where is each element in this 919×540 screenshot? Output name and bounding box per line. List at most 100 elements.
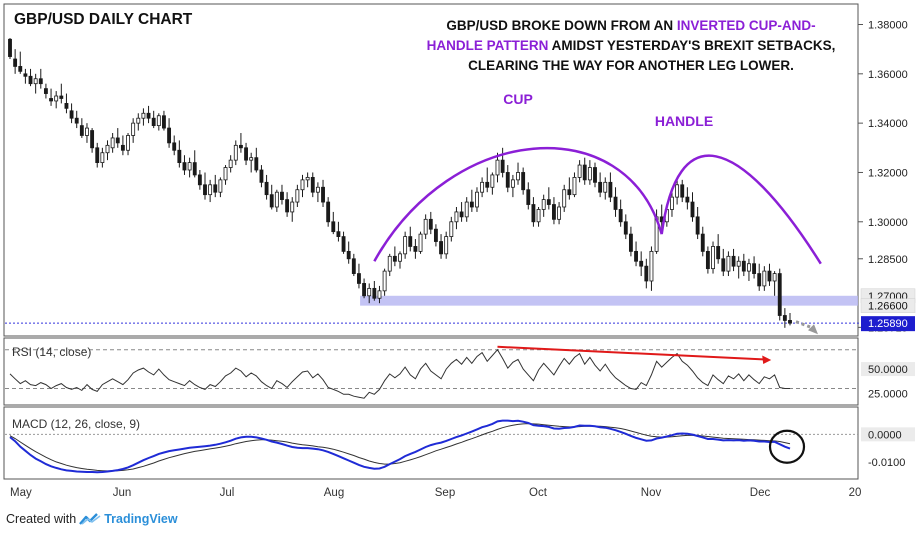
chart-title: GBP/USD DAILY CHART bbox=[14, 11, 193, 28]
candle-up bbox=[300, 179, 305, 191]
candle-down bbox=[192, 162, 197, 176]
candle-up bbox=[418, 233, 423, 252]
candle-up bbox=[747, 263, 751, 272]
candle-down bbox=[531, 204, 536, 223]
annotation-line-1b: INVERTED CUP-AND- bbox=[677, 18, 816, 33]
candle-down bbox=[372, 287, 377, 299]
candle-down bbox=[526, 189, 531, 205]
candle-up bbox=[562, 189, 567, 208]
candle-up bbox=[315, 186, 320, 193]
candle-down bbox=[177, 149, 182, 164]
candle-down bbox=[700, 233, 705, 252]
rsi-label: RSI (14, close) bbox=[12, 345, 91, 359]
projection-arrow-head bbox=[808, 324, 818, 335]
candle-down bbox=[151, 117, 156, 127]
candle-up bbox=[367, 287, 372, 297]
candle-down bbox=[782, 315, 787, 321]
candle-down bbox=[439, 241, 443, 255]
candle-up bbox=[387, 255, 392, 272]
candle-up bbox=[510, 179, 515, 188]
candle-down bbox=[13, 58, 18, 67]
candle-down bbox=[757, 273, 762, 287]
time-axis-tick: Jul bbox=[220, 487, 235, 499]
candle-down bbox=[357, 273, 361, 284]
tradingview-logo-icon[interactable] bbox=[79, 512, 101, 526]
rsi-levels bbox=[5, 349, 858, 389]
candle-down bbox=[500, 159, 505, 173]
candle-down bbox=[413, 246, 418, 252]
macd-highlight-circle bbox=[768, 429, 806, 464]
candle-down bbox=[18, 66, 23, 72]
candle-up bbox=[126, 135, 130, 151]
candle-down bbox=[408, 236, 413, 247]
created-with-text: Created with bbox=[6, 512, 77, 526]
candle-up bbox=[536, 209, 541, 223]
candle-down bbox=[618, 209, 623, 223]
candle-up bbox=[305, 176, 310, 181]
candle-down bbox=[28, 75, 33, 85]
candle-up bbox=[249, 157, 254, 161]
candle-up bbox=[33, 78, 38, 85]
candle-up bbox=[541, 199, 546, 210]
time-axis-tick: Nov bbox=[641, 487, 662, 499]
candle-up bbox=[675, 184, 680, 198]
candle-up bbox=[516, 172, 520, 181]
price-axis-tick: 1.36000 bbox=[868, 69, 908, 81]
candle-down bbox=[120, 144, 125, 151]
price-highlight-label: 1.26600 bbox=[868, 301, 908, 313]
candle-down bbox=[392, 255, 397, 262]
price-axis-tick: 1.38000 bbox=[868, 19, 908, 31]
cup-arc bbox=[373, 146, 663, 262]
candle-down bbox=[23, 73, 28, 77]
price-highlight-box bbox=[860, 298, 916, 313]
candle-down bbox=[639, 260, 644, 267]
candle-down bbox=[505, 172, 510, 188]
projection-arrow-shaft bbox=[795, 320, 812, 329]
macd-tick: -0.0100 bbox=[868, 457, 905, 469]
candle-up bbox=[711, 246, 715, 270]
candle-down bbox=[331, 221, 336, 233]
candle-up bbox=[480, 181, 485, 193]
candle-down bbox=[64, 103, 69, 109]
price-axis-tick: 1.28500 bbox=[868, 254, 908, 266]
candle-up bbox=[187, 162, 192, 171]
candle-down bbox=[695, 216, 700, 235]
candle-up bbox=[274, 191, 279, 208]
footer: Created with TradingView bbox=[6, 512, 178, 526]
candle-up bbox=[475, 191, 479, 208]
time-axis-tick: Oct bbox=[529, 487, 548, 499]
candle-down bbox=[59, 95, 64, 99]
tradingview-link[interactable]: TradingView bbox=[104, 512, 178, 526]
time-axis-tick: Dec bbox=[750, 487, 771, 499]
candle-down bbox=[74, 117, 79, 124]
candle-down bbox=[146, 112, 151, 119]
time-axis-tick: Sep bbox=[435, 487, 455, 499]
candle-up bbox=[218, 179, 223, 193]
candle-down bbox=[95, 147, 100, 164]
time-axis-tick: Jun bbox=[113, 487, 132, 499]
candle-up bbox=[444, 236, 449, 255]
candle-down bbox=[264, 181, 269, 196]
candle-down bbox=[259, 169, 264, 183]
candle-up bbox=[110, 137, 115, 149]
candle-up bbox=[233, 144, 238, 161]
candle-up bbox=[136, 117, 141, 124]
price-axis-tick: 1.30000 bbox=[868, 217, 908, 229]
candle-down bbox=[690, 201, 695, 218]
candle-down bbox=[172, 142, 177, 151]
candle-down bbox=[788, 320, 792, 324]
candle-up bbox=[105, 144, 110, 154]
annotation-line-2b: AMIDST YESTERDAY'S BREXIT SETBACKS, bbox=[548, 38, 835, 53]
annotation-line-2: HANDLE PATTERN AMIDST YESTERDAY'S BREXIT… bbox=[427, 38, 836, 53]
candle-up bbox=[649, 250, 654, 282]
rsi-tick-box bbox=[861, 362, 915, 377]
candle-up bbox=[223, 167, 228, 181]
candle-down bbox=[162, 115, 166, 129]
candle-up bbox=[85, 127, 89, 136]
candle-up bbox=[295, 189, 300, 203]
candle-up bbox=[495, 159, 500, 176]
candle-down bbox=[644, 265, 649, 282]
candle-down bbox=[238, 144, 243, 149]
macd-pane: MACD (12, 26, close, 9) 0.0000 -0.0100 bbox=[3, 406, 915, 480]
